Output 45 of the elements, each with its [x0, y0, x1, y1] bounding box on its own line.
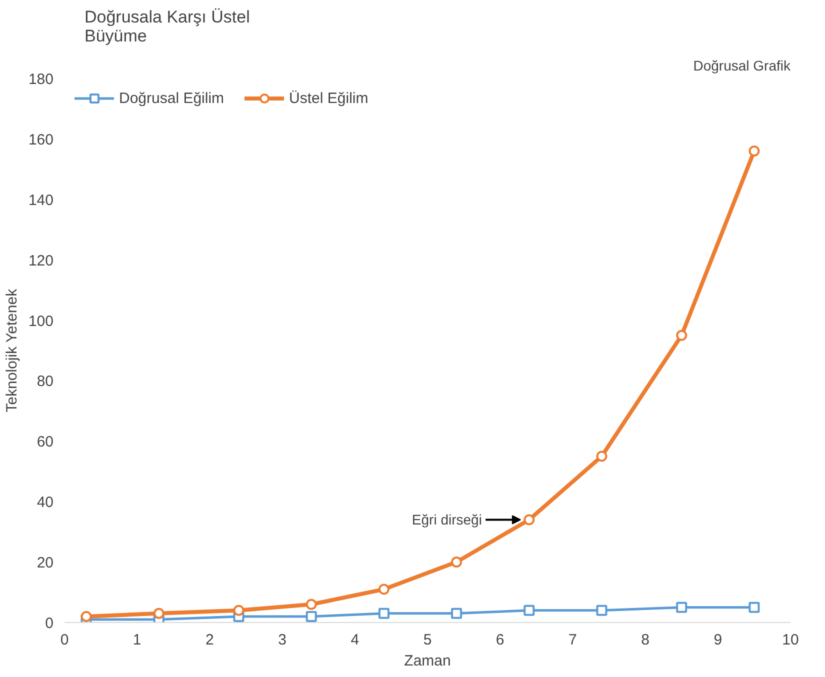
x-tick-label: 6 [496, 632, 504, 648]
x-tick-label: 8 [641, 632, 650, 648]
y-tick-label: 40 [36, 494, 54, 512]
text: Doğrusal Grafik [693, 58, 792, 74]
y-tick-label: 80 [36, 373, 54, 390]
y-tick-label: 120 [28, 252, 54, 270]
point [524, 604, 535, 616]
point [306, 610, 317, 622]
legend-label: Doğrusal Eğilim [119, 90, 224, 106]
point [676, 330, 688, 341]
point [378, 608, 390, 619]
y-tick-label: 180 [28, 71, 54, 88]
x-tick-label: 1 [132, 632, 142, 648]
point [596, 450, 608, 462]
x-tick-label: 3 [278, 632, 286, 648]
x-tick-label: 4 [350, 632, 360, 648]
annotation: Eğri dirseği [412, 512, 482, 528]
y-tick-label: 20 [36, 554, 54, 572]
point [676, 602, 688, 613]
x-tick-label: 7 [568, 632, 577, 648]
y-tick-label: 100 [28, 312, 54, 330]
point [233, 604, 244, 616]
legend-label: Üstel Eğilim [289, 90, 368, 106]
x-tick-label: 5 [423, 632, 432, 648]
point [748, 146, 760, 157]
y-tick-label: 0 [45, 615, 54, 632]
x-tick-label: 0 [60, 632, 69, 648]
point [306, 598, 317, 610]
point [153, 608, 164, 619]
point [451, 556, 462, 568]
point [378, 584, 390, 595]
y-tick-label: 60 [36, 434, 54, 451]
point [451, 608, 462, 619]
y-tick-label: 160 [28, 131, 54, 148]
chart-title: Doğrusala Karşı Üstel Büyüme [84, 8, 250, 46]
x-tick-label: 9 [714, 632, 722, 648]
point [748, 602, 760, 613]
point [524, 514, 535, 526]
point [80, 610, 92, 622]
x-axis-title: Zaman [404, 652, 451, 670]
x-tick-label: 10 [782, 632, 799, 648]
y-axis-title: Teknolojik Yetenek [3, 288, 20, 412]
x-tick-label: 2 [206, 632, 214, 648]
point [596, 604, 608, 616]
y-tick-label: 140 [28, 192, 54, 209]
